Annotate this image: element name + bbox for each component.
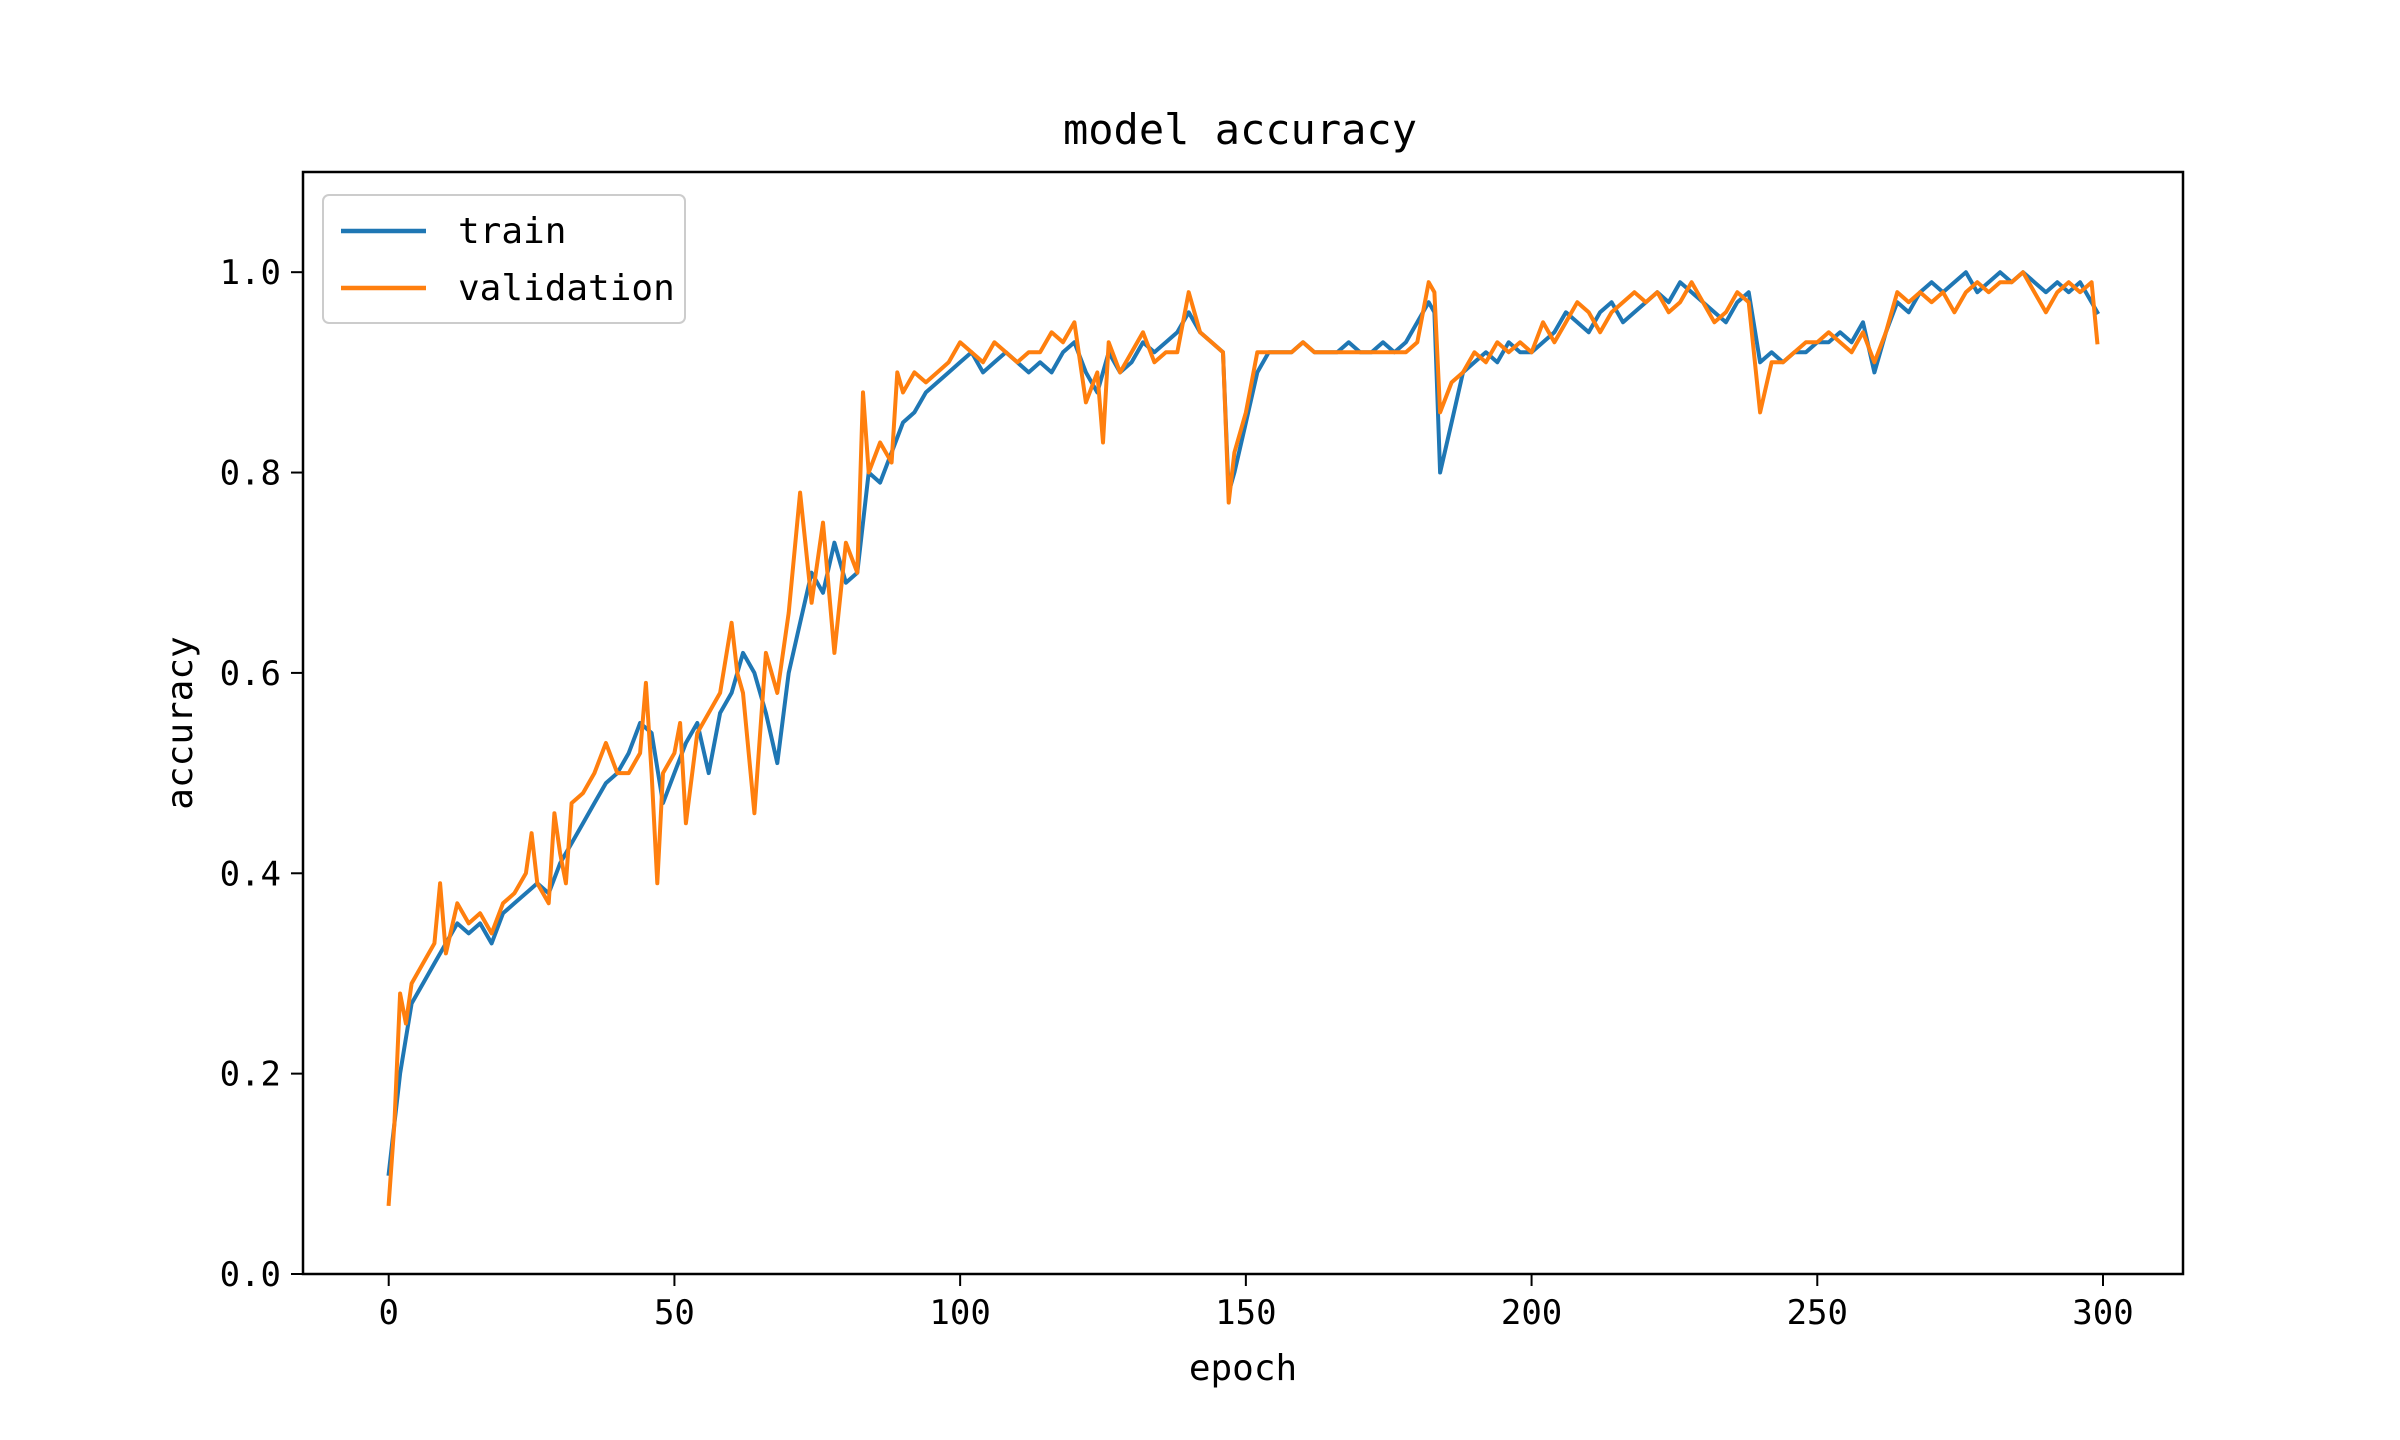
legend: train validation xyxy=(322,194,686,324)
legend-label-validation: validation xyxy=(458,268,675,309)
x-tick-label: 100 xyxy=(929,1293,990,1333)
y-tick-label: 0.6 xyxy=(220,654,281,694)
y-tick-label: 1.0 xyxy=(220,253,281,293)
x-axis: 0 50 100 150 200 250 300 xyxy=(378,1274,2134,1333)
y-tick-label: 0.0 xyxy=(220,1255,281,1295)
y-tick-label: 0.2 xyxy=(220,1055,281,1095)
x-tick-label: 200 xyxy=(1501,1293,1562,1333)
x-tick-label: 300 xyxy=(2072,1293,2133,1333)
legend-label-train: train xyxy=(458,211,566,252)
chart-title: model accuracy xyxy=(1063,105,1417,154)
y-axis-label: accuracy xyxy=(160,636,201,809)
axes-frame xyxy=(301,170,2185,1276)
plot-area xyxy=(386,270,2101,1207)
y-tick-label: 0.8 xyxy=(220,454,281,494)
x-tick-label: 50 xyxy=(654,1293,695,1333)
y-tick-label: 0.4 xyxy=(220,854,281,894)
legend-box xyxy=(322,194,686,324)
x-tick-label: 0 xyxy=(378,1293,398,1333)
x-tick-label: 250 xyxy=(1787,1293,1848,1333)
series-line-train xyxy=(386,270,2101,1177)
y-axis: 0.0 0.2 0.4 0.6 0.8 1.0 xyxy=(220,253,303,1295)
x-axis-label: epoch xyxy=(1189,1348,1297,1389)
x-tick-label: 150 xyxy=(1215,1293,1276,1333)
series-line-validation xyxy=(386,270,2100,1207)
